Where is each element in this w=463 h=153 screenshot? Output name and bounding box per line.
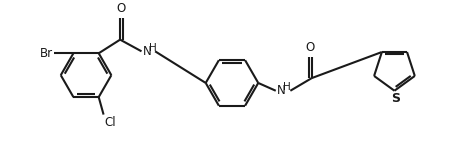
Text: O: O bbox=[117, 2, 126, 15]
Text: H: H bbox=[283, 82, 291, 92]
Text: N: N bbox=[277, 84, 286, 97]
Text: O: O bbox=[306, 41, 315, 54]
Text: Br: Br bbox=[40, 47, 53, 60]
Text: H: H bbox=[149, 43, 156, 53]
Text: Cl: Cl bbox=[105, 116, 116, 129]
Text: N: N bbox=[143, 45, 151, 58]
Text: S: S bbox=[391, 92, 400, 105]
